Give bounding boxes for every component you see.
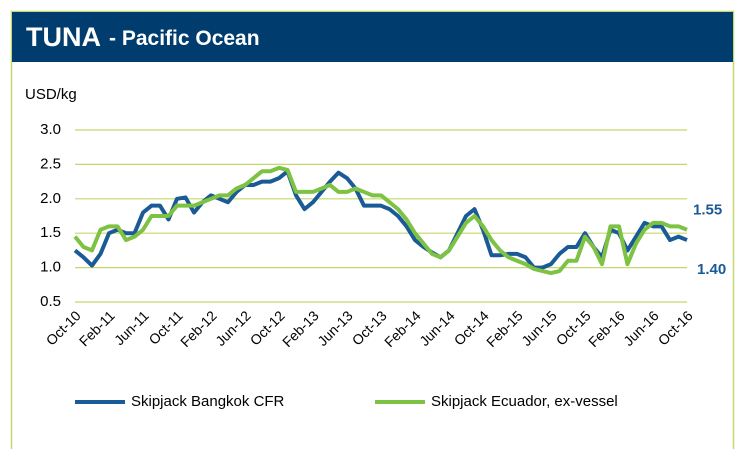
x-tick-label: Oct-16 [655,307,696,348]
x-tick-label: Oct-10 [43,307,84,348]
x-tick-label: Jun-15 [518,307,560,349]
x-tick-label: Feb-13 [279,307,322,350]
x-tick-label: Feb-16 [585,307,628,350]
x-tick-label: Jun-14 [416,307,458,349]
y-tick-label: 1.5 [40,224,61,241]
subtitle: - Pacific Ocean [109,27,260,50]
header-bar [12,12,733,62]
chart-title: TUNA - Pacific Ocean [26,22,260,52]
x-tick-label: Feb-15 [483,307,526,350]
legend-label: Skipjack Bangkok CFR [131,393,285,410]
y-tick-label: 2.0 [40,190,61,207]
y-tick-label: 1.0 [40,259,61,276]
y-tick-label: 3.0 [40,121,61,138]
series-line [73,169,688,270]
series-line [73,165,688,276]
legend-label: Skipjack Ecuador, ex-vessel [431,393,618,410]
x-tick-label: Jun-12 [212,307,254,349]
y-axis-label: USD/kg [25,86,77,103]
y-tick-label: 0.5 [40,293,61,310]
end-label: 1.55 [693,202,722,219]
x-tick-label: Jun-11 [111,307,152,348]
y-tick-label: 2.5 [40,155,61,172]
x-tick-label: Feb-14 [381,307,424,350]
title: TUNA [26,22,101,52]
x-tick-label: Jun-13 [314,307,356,349]
end-label: 1.40 [697,261,726,278]
x-tick-label: Feb-11 [76,307,118,349]
x-tick-label: Feb-12 [177,307,220,350]
panel-border [10,10,735,449]
x-tick-label: Jun-16 [620,307,662,349]
